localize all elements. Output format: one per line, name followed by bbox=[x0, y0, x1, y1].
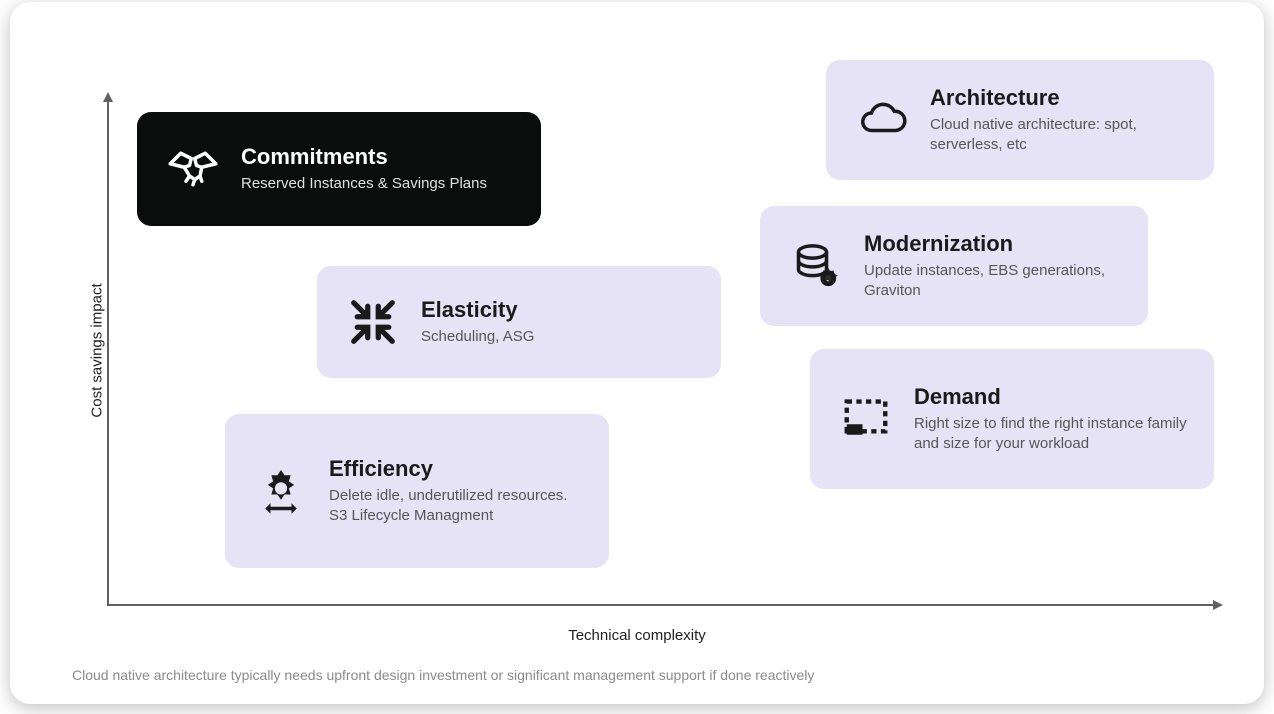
card-desc: Cloud native architecture: spot, serverl… bbox=[930, 115, 1188, 156]
card-text: Architecture Cloud native architecture: … bbox=[930, 85, 1188, 156]
database-gear-icon-wrap bbox=[786, 236, 846, 296]
card-title: Efficiency bbox=[329, 456, 583, 482]
diagram-frame: Cost savings impact Technical complexity… bbox=[10, 2, 1264, 704]
card-text: Elasticity Scheduling, ASG bbox=[421, 297, 695, 347]
y-axis-label: Cost savings impact bbox=[89, 283, 106, 417]
gear-recycle-icon bbox=[253, 463, 309, 519]
selection-resize-icon-wrap bbox=[836, 389, 896, 449]
card-desc: Scheduling, ASG bbox=[421, 327, 695, 347]
cloud-icon-wrap bbox=[852, 90, 912, 150]
card-efficiency: Efficiency Delete idle, underutilized re… bbox=[225, 414, 609, 568]
card-title: Commitments bbox=[241, 144, 515, 170]
card-text: Modernization Update instances, EBS gene… bbox=[864, 231, 1122, 302]
card-desc: Right size to find the right instance fa… bbox=[914, 414, 1188, 455]
card-text: Commitments Reserved Instances & Savings… bbox=[241, 144, 515, 194]
database-gear-icon bbox=[788, 238, 844, 294]
collapse-arrows-icon bbox=[345, 294, 401, 350]
card-desc: Delete idle, underutilized resources. S3… bbox=[329, 486, 583, 527]
y-axis bbox=[107, 100, 109, 606]
card-commitments: Commitments Reserved Instances & Savings… bbox=[137, 112, 541, 226]
handshake-icon bbox=[165, 141, 221, 197]
gear-recycle-icon-wrap bbox=[251, 461, 311, 521]
card-desc: Reserved Instances & Savings Plans bbox=[241, 174, 515, 194]
collapse-arrows-icon-wrap bbox=[343, 292, 403, 352]
card-desc: Update instances, EBS generations, Gravi… bbox=[864, 261, 1122, 302]
cloud-icon bbox=[854, 92, 910, 148]
x-axis bbox=[107, 604, 1215, 606]
handshake-icon-wrap bbox=[163, 139, 223, 199]
card-title: Elasticity bbox=[421, 297, 695, 323]
x-axis-label: Technical complexity bbox=[10, 627, 1264, 644]
card-elasticity: Elasticity Scheduling, ASG bbox=[317, 266, 721, 378]
card-demand: Demand Right size to find the right inst… bbox=[810, 349, 1214, 489]
card-title: Architecture bbox=[930, 85, 1188, 111]
selection-resize-icon bbox=[838, 391, 894, 447]
footnote-text: Cloud native architecture typically need… bbox=[72, 667, 814, 683]
card-title: Modernization bbox=[864, 231, 1122, 257]
card-text: Efficiency Delete idle, underutilized re… bbox=[329, 456, 583, 527]
card-title: Demand bbox=[914, 384, 1188, 410]
card-modernization: Modernization Update instances, EBS gene… bbox=[760, 206, 1148, 326]
card-text: Demand Right size to find the right inst… bbox=[914, 384, 1188, 455]
card-architecture: Architecture Cloud native architecture: … bbox=[826, 60, 1214, 180]
